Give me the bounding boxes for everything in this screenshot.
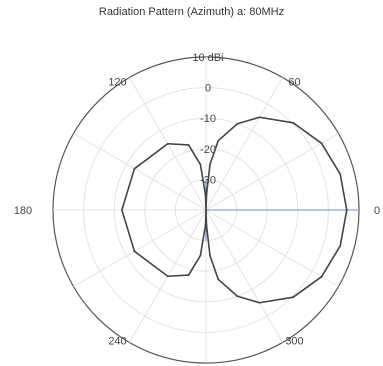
angular-tick-label: 120 xyxy=(108,77,126,89)
pattern-data-point xyxy=(258,301,261,304)
pattern-data-point xyxy=(236,295,239,298)
pattern-data-point xyxy=(209,254,211,257)
pattern-data-point xyxy=(292,296,295,299)
angular-tick-label: 60 xyxy=(288,77,300,89)
pattern-data-point xyxy=(209,163,211,166)
polar-grid-spoke xyxy=(205,209,339,287)
polar-grid-spoke xyxy=(73,209,207,287)
pattern-data-point xyxy=(187,274,190,276)
pattern-data-point xyxy=(258,116,261,119)
pattern-data-point xyxy=(205,209,207,211)
angular-tick-label: 0 xyxy=(374,205,380,217)
pattern-data-point xyxy=(205,224,208,227)
polar-grid-spoke xyxy=(73,133,207,211)
radial-tick-label: 0 xyxy=(205,83,211,95)
pattern-data-point xyxy=(166,275,169,278)
pattern-data-point xyxy=(199,254,202,257)
radial-tick-label: -10 xyxy=(200,113,216,125)
pattern-data-point xyxy=(339,173,342,175)
chart-title: Radiation Pattern (Azimuth) a: 80MHz xyxy=(98,6,285,18)
pattern-data-point xyxy=(236,122,239,125)
polar-grid-spoke xyxy=(205,133,339,211)
pattern-data-point xyxy=(133,167,136,170)
pattern-data-point xyxy=(199,163,202,166)
pattern-data-point xyxy=(133,250,136,253)
pattern-data-point xyxy=(217,139,220,142)
pattern-data-point xyxy=(120,209,123,211)
radial-tick-label: 10 dBi xyxy=(192,52,223,64)
polar-grid-spoke xyxy=(205,209,283,343)
pattern-data-point xyxy=(166,142,169,145)
polar-grid-spoke xyxy=(205,77,283,211)
pattern-data-point xyxy=(320,275,323,278)
angular-tick-label: 240 xyxy=(108,336,126,348)
pattern-data-point xyxy=(217,278,220,281)
pattern-data-point xyxy=(204,193,207,196)
pattern-data-point xyxy=(292,121,295,124)
radial-tick-label: -20 xyxy=(200,144,216,156)
angular-tick-label: 300 xyxy=(285,336,303,348)
pattern-data-point xyxy=(345,209,348,211)
pattern-data-point xyxy=(320,142,323,145)
pattern-data-point xyxy=(339,245,342,247)
angular-tick-label: 180 xyxy=(14,205,32,217)
pattern-data-point xyxy=(187,144,190,146)
